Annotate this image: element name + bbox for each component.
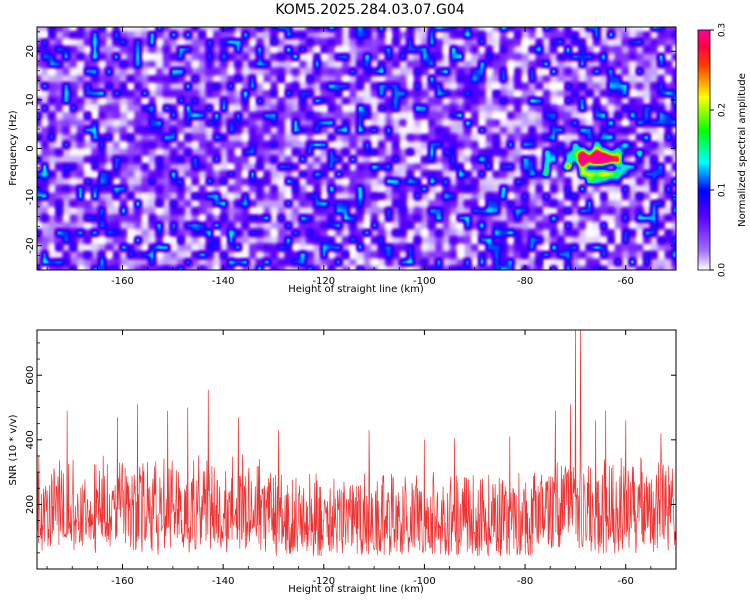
- spectrogram-y-tick-label: 10: [25, 94, 36, 107]
- snr-y-tick-label: 400: [25, 430, 36, 449]
- spectrogram-y-tick-label: -20: [25, 238, 36, 254]
- spectrogram-x-tick-label: -80: [517, 276, 533, 287]
- snr-y-tick-label: 200: [25, 495, 36, 514]
- figure-title: KOM5.2025.284.03.07.G04: [275, 2, 464, 18]
- colorbar-tick-label: 0.0: [718, 263, 728, 278]
- colorbar-tick-label: 0.1: [718, 183, 728, 197]
- snr-x-axis: -160 -140 -120 -100 -80 -60: [46, 330, 677, 587]
- spectrogram-x-tick-label: -60: [618, 276, 634, 287]
- colorbar-tick-label: 0.3: [718, 23, 728, 37]
- spectrogram-x-tick-label: -100: [413, 276, 436, 287]
- snr-x-tick-label: -140: [212, 576, 235, 587]
- spectrogram-y-axis: -20 -10 0 10 20: [25, 31, 676, 266]
- snr-x-tick-label: -60: [618, 576, 634, 587]
- snr-series-line: [36, 329, 677, 557]
- snr-x-label: Height of straight line (km): [288, 584, 424, 595]
- spectrogram-y-label: Frequency (Hz): [8, 110, 19, 186]
- spectrogram-y-tick-label: -10: [25, 189, 36, 205]
- snr-y-axis: 200 400 600: [25, 342, 676, 570]
- snr-y-tick-label: 600: [25, 366, 36, 385]
- snr-x-tick-label: -80: [517, 576, 533, 587]
- colorbar-gradient: [697, 29, 711, 271]
- spectrogram-x-label: Height of straight line (km): [288, 284, 424, 295]
- colorbar-label: Normalized spectral amplitude: [737, 73, 748, 227]
- colorbar-tick-label: 0.2: [718, 103, 728, 117]
- colorbar-ticks: 0.0 0.1 0.2 0.3: [710, 23, 728, 277]
- spectrogram-x-tick-label: -140: [212, 276, 235, 287]
- spectrogram-x-axis: -160 -140 -120 -100 -80 -60: [46, 27, 677, 287]
- snr-frame: [36, 329, 677, 570]
- spectrogram-x-tick-label: -160: [111, 276, 134, 287]
- snr-y-label: SNR (10 * v/v): [8, 414, 19, 485]
- snr-x-tick-label: -120: [312, 576, 335, 587]
- colorbar: 0.0 0.1 0.2 0.3 Normalized spectral amplitu…: [697, 23, 748, 277]
- spectrogram-image: [37, 27, 676, 270]
- spectrogram-y-tick-label: 20: [25, 45, 36, 58]
- snr-x-tick-label: -100: [413, 576, 436, 587]
- spectrogram-x-tick-label: -120: [312, 276, 335, 287]
- spectrogram-y-tick-label: 0: [25, 145, 36, 151]
- snr-x-tick-label: -160: [111, 576, 134, 587]
- snr-panel: -160 -140 -120 -100 -80 -60 200 400 600 Height …: [8, 329, 677, 595]
